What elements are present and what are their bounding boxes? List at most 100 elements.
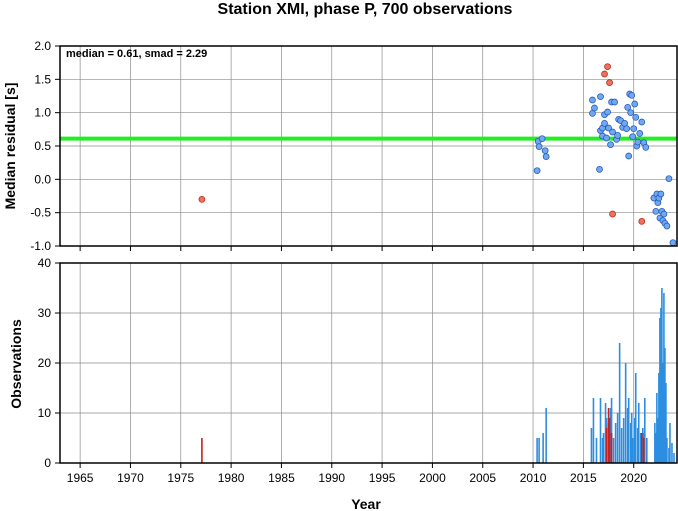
observations-y-ticks: 0 10 20 30 40 (38, 256, 60, 470)
residual-point (609, 128, 616, 136)
outlier-observation-bar (610, 433, 613, 463)
residual-point (657, 190, 665, 198)
observations-panel: 0 10 20 30 40 1965 1970 1975 1980 1985 1990 1995 20… (8, 256, 678, 511)
year-x-tick-label: 2015 (570, 471, 597, 485)
observation-bar (601, 438, 604, 463)
residual-y-tick-label: 1.5 (34, 72, 51, 86)
year-x-tick-label: 2020 (620, 471, 647, 485)
residual-point (652, 207, 660, 215)
observation-bar (610, 398, 613, 463)
year-x-tick-label: 1985 (268, 471, 295, 485)
observation-bar (634, 373, 637, 463)
residual-panel: -1.0 -0.5 0.0 0.5 1.0 1.5 2.0 median = 0.61, s… (2, 39, 678, 253)
observation-bar (665, 383, 667, 463)
residual-point (660, 210, 668, 218)
observation-bar (626, 408, 629, 463)
residual-point (630, 125, 638, 133)
observations-y-tick-label: 10 (38, 406, 52, 420)
observation-bar (662, 363, 664, 463)
residual-y-axis-label: Median residual [s] (2, 83, 18, 210)
residual-point (623, 125, 631, 133)
residual-point (589, 96, 596, 104)
residual-point (605, 124, 612, 132)
observation-bar (599, 398, 602, 463)
residual-point (533, 167, 541, 175)
year-x-tick-label: 1965 (67, 471, 94, 485)
residual-points (198, 63, 677, 247)
residual-point (624, 103, 632, 111)
residual-point (591, 104, 598, 112)
observation-bar (620, 428, 623, 463)
observations-bars (201, 288, 675, 463)
residual-point (642, 143, 650, 151)
observation-bar (633, 418, 636, 463)
year-x-ticks: 1965 1970 1975 1980 1985 1990 1995 2000 2005 2010… (67, 463, 647, 485)
observation-bar (659, 318, 661, 463)
outlier-point (638, 217, 646, 225)
outlier-point (198, 195, 206, 203)
year-x-tick-label: 2005 (469, 471, 496, 485)
residual-y-tick-label: -0.5 (30, 206, 51, 220)
residual-point (628, 91, 636, 99)
observation-bar (668, 448, 670, 463)
residual-point (634, 138, 642, 146)
year-x-tick-label: 1995 (369, 471, 396, 485)
observation-bar (609, 408, 612, 463)
residual-point (542, 153, 550, 161)
year-x-tick-label: 1990 (318, 471, 345, 485)
year-x-tick-label: 1975 (167, 471, 194, 485)
observation-bar (663, 293, 665, 463)
residual-point (614, 131, 621, 139)
observation-bar (592, 398, 595, 463)
residual-y-tick-label: 2.0 (34, 39, 51, 53)
observations-grid (60, 262, 677, 464)
residual-point (669, 239, 677, 247)
residual-point (611, 98, 618, 106)
observation-bar (661, 288, 663, 463)
outlier-point (606, 79, 613, 87)
outlier-observation-bar (640, 433, 643, 463)
observation-bar (655, 433, 657, 463)
residual-point (663, 222, 671, 230)
observation-bar (639, 433, 642, 463)
observations-y-tick-label: 20 (38, 356, 52, 370)
year-x-tick-label: 2010 (520, 471, 547, 485)
observation-bar (612, 438, 615, 463)
residual-point (538, 135, 546, 143)
residual-point (629, 133, 637, 141)
observations-y-tick-label: 40 (38, 256, 52, 270)
observation-bar (636, 428, 639, 463)
year-x-axis-label: Year (351, 496, 381, 511)
outlier-point (601, 70, 608, 78)
observations-y-tick-label: 30 (38, 306, 52, 320)
observation-bar (637, 403, 640, 463)
residual-point (636, 129, 644, 137)
observation-bar (643, 398, 646, 463)
year-x-tick-label: 1980 (218, 471, 245, 485)
observation-bar (624, 363, 627, 463)
residual-grid (60, 45, 677, 251)
observation-bar (657, 418, 659, 463)
residual-point (631, 100, 639, 108)
observations-y-axis-label: Observations (8, 319, 24, 409)
residual-point (665, 175, 673, 183)
observation-bar (590, 428, 593, 463)
residual-point (625, 152, 633, 160)
outlier-point (609, 210, 616, 218)
observation-bar (604, 403, 607, 463)
chart-title: Station XMI, phase P, 700 observations (218, 1, 513, 18)
median-smad-annotation: median = 0.61, smad = 2.29 (66, 48, 207, 60)
observation-bar (658, 373, 660, 463)
residual-point (627, 109, 635, 117)
observation-bar (614, 423, 617, 463)
observation-bar (602, 433, 605, 463)
observation-bar (631, 438, 634, 463)
observation-bar (630, 413, 633, 463)
residual-y-tick-label: 0.0 (34, 172, 51, 186)
observation-bar (627, 398, 630, 463)
residual-point (638, 118, 646, 126)
residual-point (603, 134, 610, 142)
observation-bar (656, 393, 658, 463)
observation-bar (622, 418, 625, 463)
observation-bar (616, 413, 619, 463)
